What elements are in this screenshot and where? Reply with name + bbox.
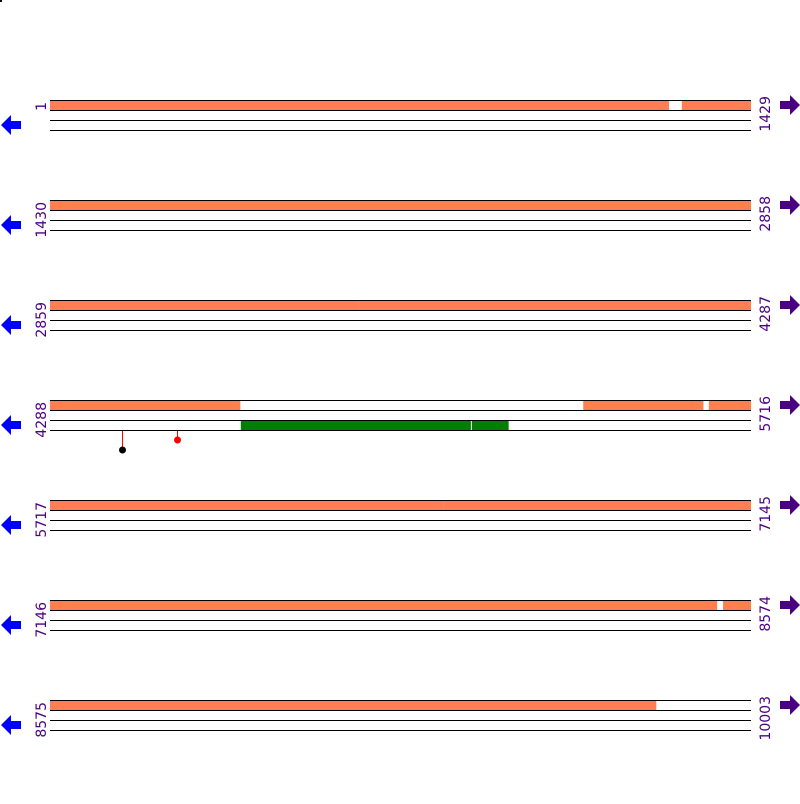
row-start-label: 1	[34, 102, 50, 111]
mutation-marker[interactable]	[174, 436, 181, 444]
coverage-segment	[50, 200, 751, 211]
coverage-segment	[681, 100, 751, 111]
row-end-label: 4287	[758, 296, 774, 332]
sequence-row: 1 1429	[1, 95, 800, 135]
row-end-label: 7145	[758, 496, 774, 532]
row-end-label: 1429	[758, 96, 774, 132]
arrow-right-icon[interactable]	[780, 495, 800, 515]
sequence-row: 8575 10003	[1, 695, 800, 741]
corner-dot	[0, 0, 2, 2]
arrow-left-icon[interactable]	[1, 415, 21, 435]
row-end-label: 10003	[758, 696, 774, 741]
arrow-right-icon[interactable]	[780, 395, 800, 415]
mutation-marker[interactable]	[119, 446, 126, 454]
row-start-label: 2859	[34, 302, 50, 338]
arrow-left-icon[interactable]	[1, 715, 21, 735]
row-end-label: 5716	[758, 396, 774, 432]
arrow-left-icon[interactable]	[1, 315, 21, 335]
coverage-segment	[50, 300, 359, 311]
sequence-row: 1430 2858	[1, 195, 800, 238]
domain-segment[interactable]	[471, 420, 509, 431]
coverage-segment	[50, 500, 444, 511]
arrow-right-icon[interactable]	[780, 95, 800, 115]
coverage-segment	[723, 600, 751, 611]
arrow-right-icon[interactable]	[780, 595, 800, 615]
arrow-right-icon[interactable]	[780, 295, 800, 315]
row-start-label: 5717	[34, 502, 50, 538]
coverage-segment	[50, 400, 241, 411]
arrow-right-icon[interactable]	[780, 695, 800, 715]
sequence-row: 2859 4287	[1, 295, 800, 338]
row-end-label: 2858	[758, 196, 774, 232]
coverage-segment	[443, 500, 751, 511]
row-start-label: 7146	[34, 602, 50, 638]
row-end-label: 8574	[758, 596, 774, 632]
coverage-segment	[583, 400, 704, 411]
sequence-row: 7146 8574	[1, 595, 800, 638]
coverage-segment	[50, 100, 670, 111]
arrow-left-icon[interactable]	[1, 115, 21, 135]
row-start-label: 4288	[34, 402, 50, 438]
sequence-row: 4288 5716	[1, 395, 800, 454]
arrow-left-icon[interactable]	[1, 515, 21, 535]
coverage-segment	[708, 400, 751, 411]
sequence-row: 5717 7145	[1, 495, 800, 538]
row-start-label: 8575	[34, 702, 50, 738]
domain-segment[interactable]	[240, 420, 471, 431]
coverage-segment	[358, 300, 751, 311]
arrow-right-icon[interactable]	[780, 195, 800, 215]
arrow-left-icon[interactable]	[1, 615, 21, 635]
coverage-segment	[50, 700, 657, 711]
arrow-left-icon[interactable]	[1, 215, 21, 235]
coverage-segment	[50, 600, 718, 611]
row-start-label: 1430	[34, 202, 50, 238]
